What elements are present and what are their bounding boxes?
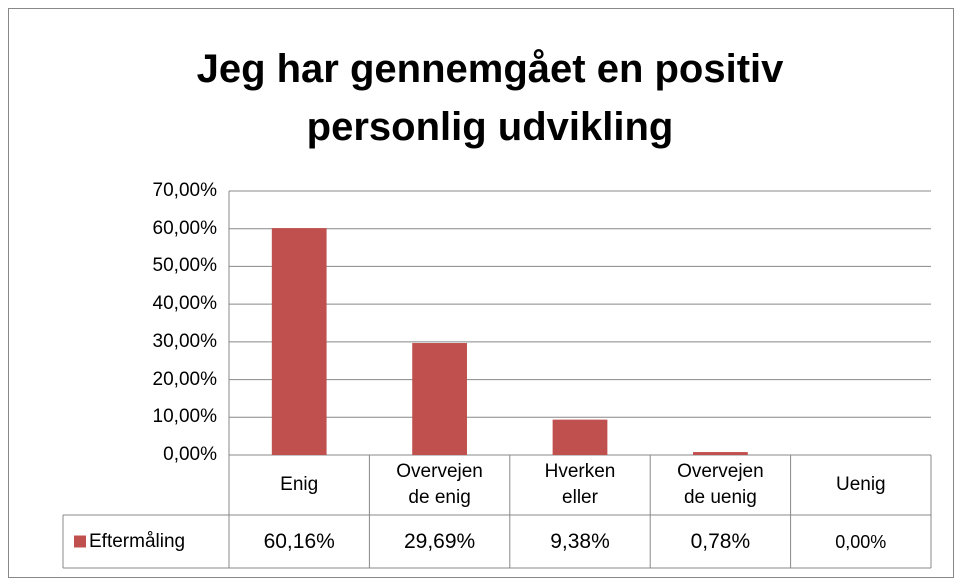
y-tick-label: 30,00% [152, 330, 217, 352]
bar [552, 419, 608, 455]
value-label: 9,38% [550, 529, 610, 553]
y-tick-label: 50,00% [152, 255, 217, 277]
legend-swatch [74, 535, 86, 548]
x-tick-label: Overvejen de enig [396, 461, 483, 508]
chart-border [8, 8, 954, 578]
y-tick-label: 60,00% [152, 217, 217, 239]
x-tick-label: Overvejen de uenig [677, 461, 764, 508]
chart-title: Jeg har gennemgået en positiv personlig … [196, 47, 784, 149]
value-label: 60,16% [263, 529, 335, 553]
y-tick-label: 0,00% [163, 444, 217, 465]
bar [693, 452, 748, 455]
value-label: 29,69% [403, 529, 476, 553]
value-label: 0,78% [690, 529, 751, 553]
value-label: 0,00% [835, 531, 887, 552]
y-tick-label: 10,00% [152, 406, 217, 428]
y-tick-label: 40,00% [152, 293, 217, 315]
x-tick-label: Uenig [835, 474, 886, 495]
y-tick-label: 70,00% [152, 180, 217, 201]
legend-label: Eftermåling [89, 530, 186, 552]
y-tick-label: 20,00% [152, 368, 217, 390]
x-tick-label: Hverken eller [544, 461, 616, 508]
bar [412, 343, 467, 455]
bar [271, 228, 327, 455]
x-tick-label: Enig [280, 474, 319, 495]
